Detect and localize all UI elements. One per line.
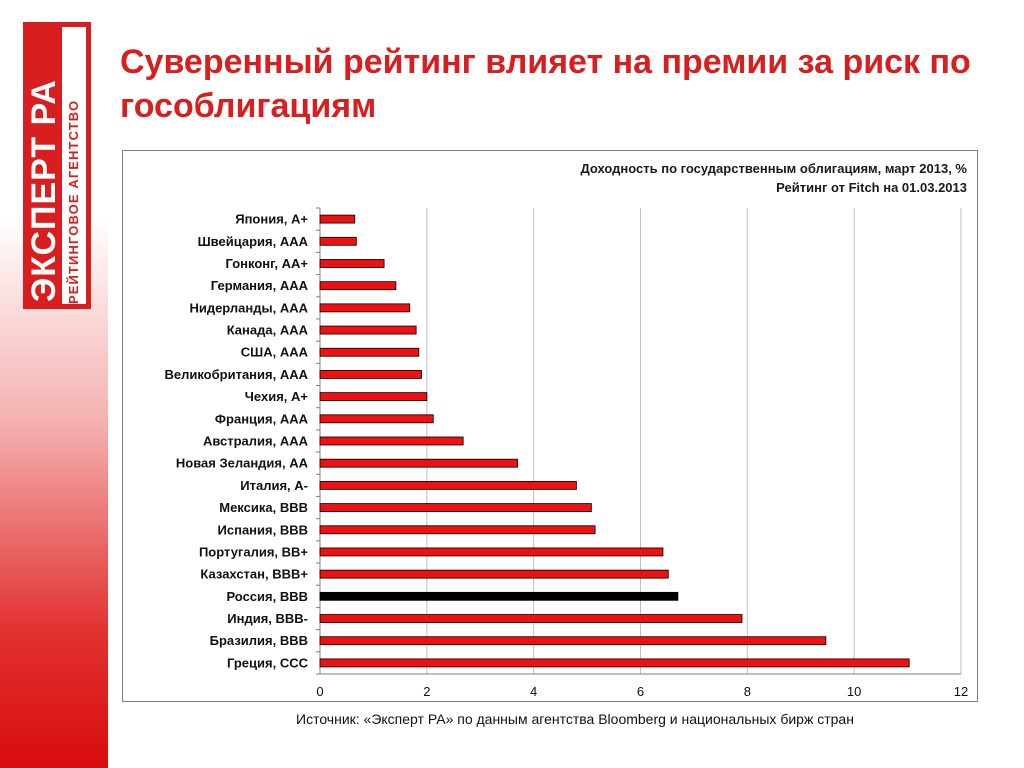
category-label-14: Испания, BBB: [218, 522, 308, 537]
x-tick-label-2: 4: [530, 684, 537, 699]
bar-8: [319, 392, 428, 402]
chart-title-line-2: Рейтинг от Fitch на 01.03.2013: [776, 180, 967, 195]
bar-7: [319, 370, 422, 379]
bar-11: [319, 458, 519, 468]
bar-6: [319, 347, 420, 357]
category-label-10: Австралия, AAA: [203, 434, 309, 449]
x-tick-label-1: 2: [423, 684, 430, 699]
category-label-1: Швейцария, AAA: [198, 234, 309, 249]
category-label-19: Бразилия, BBB: [210, 633, 308, 648]
x-tick-label-5: 10: [847, 684, 861, 699]
bar-19: [319, 636, 827, 646]
category-label-11: Новая Зеландия, AA: [176, 456, 309, 471]
bar-9: [319, 414, 434, 424]
category-label-12: Италия, A-: [240, 478, 308, 493]
category-label-4: Нидерланды, AAA: [189, 300, 308, 315]
x-tick-label-0: 0: [316, 684, 323, 699]
source-note: Источник: «Эксперт РА» по данным агентст…: [296, 711, 854, 727]
logo-main-block: [28, 27, 62, 304]
bar-12: [319, 480, 577, 490]
category-label-8: Чехия, A+: [245, 389, 309, 404]
bar-14: [319, 525, 596, 535]
category-label-3: Германия, AAA: [211, 278, 309, 293]
expert-ra-logo: ЭКСПЕРТ РА РЕЙТИНГОВОЕ АГЕНТСТВО: [23, 22, 91, 309]
category-label-0: Япония, A+: [235, 212, 308, 227]
bar-17: [319, 591, 679, 601]
bar-2: [319, 259, 385, 268]
bar-0: [319, 214, 356, 224]
bar-20: [319, 658, 910, 668]
category-label-17: Россия, BBB: [226, 589, 308, 604]
chart-container: Доходность по государственным облигациям…: [122, 150, 978, 702]
category-label-5: Канада, AAA: [227, 323, 309, 338]
bar-3: [319, 281, 397, 291]
category-label-2: Гонконг, AA+: [225, 256, 308, 271]
logo-main-text: ЭКСПЕРТ РА: [25, 79, 63, 302]
category-label-18: Индия, BBB-: [227, 611, 308, 626]
bar-13: [319, 503, 592, 512]
category-label-20: Греция, CCC: [227, 655, 309, 670]
bar-5: [319, 325, 417, 335]
category-label-16: Казахстан, BBB+: [200, 567, 308, 582]
category-label-7: Великобритания, AAA: [164, 367, 308, 382]
chart-title-line-1: Доходность по государственным облигациям…: [580, 161, 967, 176]
chart-title: Доходность по государственным облигациям…: [580, 159, 967, 197]
bar-chart: 0 2 4 6 8 10 12 Япония, A+ Швейцария, AAA Гонконг…: [164, 207, 968, 699]
slide-title: Суверенный рейтинг влияет на премии за р…: [120, 43, 971, 125]
x-tick-label-6: 12: [954, 684, 968, 699]
bar-4: [319, 303, 411, 313]
bar-16: [319, 569, 669, 579]
category-label-6: США, AAA: [241, 345, 309, 360]
x-tick-label-3: 6: [637, 684, 644, 699]
category-label-15: Португалия, BB+: [199, 544, 308, 559]
logo-sub-text: РЕЙТИНГОВОЕ АГЕНТСТВО: [66, 99, 81, 304]
x-tick-label-4: 8: [744, 684, 751, 699]
bar-15: [319, 547, 664, 557]
bar-18: [319, 614, 743, 623]
category-label-9: Франция, AAA: [215, 411, 309, 426]
bar-10: [319, 436, 464, 446]
bar-1: [319, 236, 357, 246]
category-label-13: Мексика, BBB: [219, 500, 308, 515]
